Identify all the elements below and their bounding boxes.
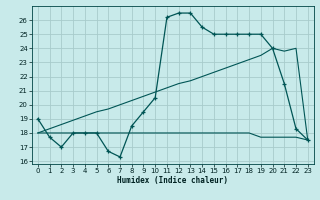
X-axis label: Humidex (Indice chaleur): Humidex (Indice chaleur) — [117, 176, 228, 185]
